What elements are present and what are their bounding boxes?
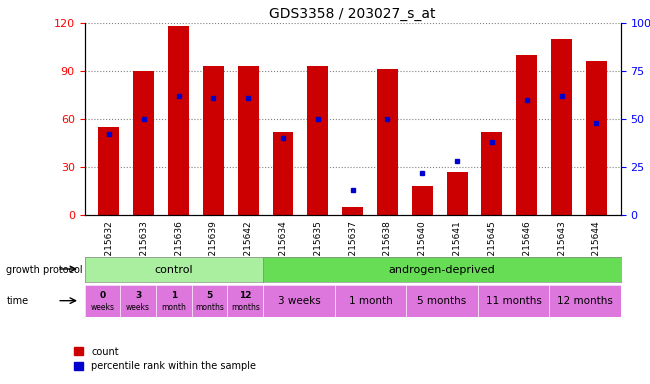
Bar [272,132,293,215]
Bar [412,186,433,215]
Bar [98,127,120,215]
Text: months: months [195,303,224,313]
Bar [516,55,537,215]
Bar [586,61,607,215]
Text: 3: 3 [135,291,141,300]
Bar [307,66,328,215]
Text: 0: 0 [99,291,105,300]
Text: 11 months: 11 months [486,296,541,306]
Text: month: month [161,303,187,313]
Text: 5 months: 5 months [417,296,467,306]
Title: GDS3358 / 203027_s_at: GDS3358 / 203027_s_at [269,7,436,21]
Text: 3 weeks: 3 weeks [278,296,320,306]
Bar [133,71,154,215]
Bar [203,66,224,215]
Text: 1 month: 1 month [348,296,393,306]
Text: weeks: weeks [126,303,150,313]
Text: growth protocol: growth protocol [6,265,83,275]
Bar [342,207,363,215]
Bar [377,70,398,215]
Legend: count, percentile rank within the sample: count, percentile rank within the sample [70,343,260,375]
Text: time: time [6,296,29,306]
Text: weeks: weeks [90,303,114,313]
Text: 12 months: 12 months [557,296,613,306]
Bar [168,26,189,215]
Bar [447,172,467,215]
Text: 1: 1 [171,291,177,300]
Bar [238,66,259,215]
Text: androgen-deprived: androgen-deprived [389,265,495,275]
Text: 5: 5 [207,291,213,300]
Text: control: control [155,265,193,275]
Text: 12: 12 [239,291,252,300]
Text: months: months [231,303,260,313]
Bar [482,132,502,215]
Bar [551,39,572,215]
